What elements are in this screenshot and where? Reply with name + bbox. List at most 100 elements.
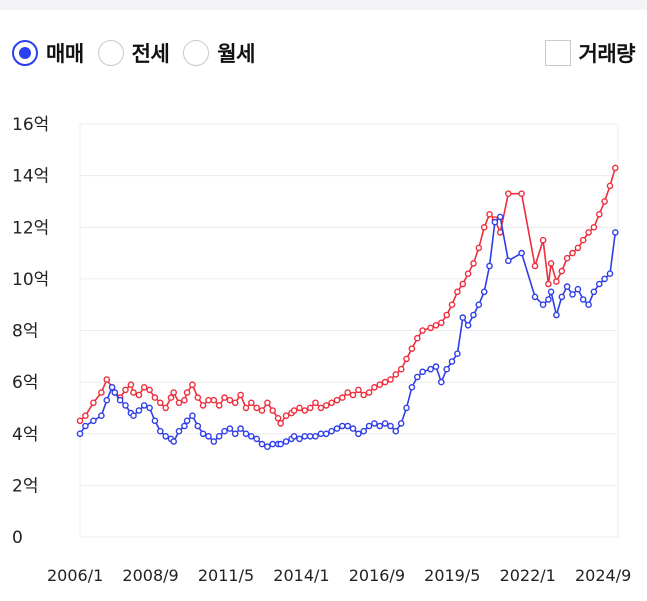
radio-sale-label: 매매: [46, 42, 84, 66]
y-tick-label: 10억: [12, 270, 49, 290]
data-point-sale: [365, 389, 373, 396]
data-point-sale: [349, 391, 357, 399]
data-point-jeonse: [563, 283, 571, 290]
x-tick-label: 2022/1: [500, 566, 556, 585]
data-point-jeonse: [437, 378, 445, 386]
data-point-sale: [175, 399, 183, 407]
radio-monthly-rent[interactable]: 월세: [183, 38, 255, 68]
data-point-sale: [360, 391, 368, 399]
data-point-jeonse: [130, 412, 137, 420]
data-point-jeonse: [210, 438, 218, 445]
data-point-jeonse: [590, 288, 598, 296]
data-point-sale: [454, 288, 461, 296]
data-point-sale: [140, 383, 148, 391]
data-point-sale: [215, 402, 223, 409]
data-point-jeonse: [491, 218, 499, 226]
volume-checkbox[interactable]: 거래량: [544, 38, 636, 68]
data-point-jeonse: [221, 427, 228, 435]
data-point-sale: [274, 414, 282, 422]
data-point-jeonse: [111, 389, 119, 396]
data-point-sale: [328, 399, 335, 407]
radio-monthly-rent-circle[interactable]: [183, 40, 210, 66]
radio-jeonse-circle[interactable]: [97, 40, 124, 66]
data-point-jeonse: [162, 432, 169, 440]
data-point-jeonse: [443, 365, 451, 373]
chart-grid: [79, 123, 619, 538]
data-point-sale: [258, 407, 266, 414]
data-point-jeonse: [470, 311, 477, 319]
data-point-jeonse: [116, 396, 124, 404]
data-point-jeonse: [553, 311, 560, 319]
data-point-jeonse: [76, 430, 84, 438]
data-point-sale: [371, 383, 378, 391]
data-point-sale: [290, 407, 298, 414]
radio-sale[interactable]: 매매: [12, 38, 84, 68]
data-point-jeonse: [454, 350, 461, 358]
data-point-sale: [413, 334, 421, 342]
y-tick-label: 16억: [12, 115, 49, 135]
data-point-sale: [427, 324, 434, 332]
data-point-jeonse: [146, 404, 153, 412]
data-point-jeonse: [518, 249, 525, 257]
data-point-jeonse: [539, 301, 547, 308]
data-point-jeonse: [189, 412, 196, 420]
data-point-sale: [226, 396, 234, 404]
data-point-sale: [569, 249, 576, 257]
data-point-jeonse: [156, 427, 164, 435]
data-point-jeonse: [215, 432, 223, 440]
data-point-jeonse: [579, 296, 587, 303]
data-point-sale: [247, 399, 255, 407]
data-point-jeonse: [355, 430, 362, 438]
data-point-jeonse: [338, 422, 346, 430]
data-point-jeonse: [475, 301, 483, 308]
data-point-jeonse: [317, 430, 325, 438]
data-point-jeonse: [103, 396, 111, 404]
data-point-jeonse: [427, 365, 434, 373]
radio-sale-circle[interactable]: [12, 40, 38, 66]
data-point-sale: [480, 223, 488, 231]
x-axis-ticks: 2006/1 2008/9 2011/5 2014/1 2016/9 2019/5 2022…: [47, 566, 631, 585]
data-point-sale: [547, 260, 555, 267]
deal-type-radio-group: 매매 전세 월세: [12, 38, 269, 68]
data-point-sale: [167, 394, 175, 401]
data-point-sale: [579, 236, 587, 244]
chart-series: [76, 164, 619, 451]
data-point-jeonse: [199, 430, 207, 438]
data-point-sale: [338, 394, 346, 401]
radio-jeonse-label: 전세: [131, 42, 170, 66]
data-point-sale: [574, 244, 582, 252]
y-axis-ticks: 0 2억 4억 6억 8억 10억 12억 14억 16억: [12, 115, 49, 548]
data-point-sale: [282, 412, 290, 420]
data-point-jeonse: [381, 420, 389, 427]
data-point-sale: [322, 402, 330, 409]
data-point-jeonse: [448, 358, 456, 365]
data-point-sale: [606, 182, 614, 190]
data-point-sale: [183, 389, 191, 396]
data-point-sale: [103, 376, 111, 383]
data-point-sale: [558, 267, 566, 275]
data-point-sale: [381, 378, 389, 386]
radio-jeonse[interactable]: 전세: [97, 38, 170, 68]
data-point-jeonse: [612, 229, 619, 236]
data-point-jeonse: [90, 417, 97, 425]
data-point-sale: [443, 311, 451, 319]
data-point-jeonse: [258, 440, 266, 448]
data-point-sale: [355, 386, 362, 394]
x-tick-label: 2006/1: [47, 566, 103, 585]
data-point-jeonse: [596, 280, 603, 288]
data-point-sale: [317, 404, 325, 412]
data-point-jeonse: [333, 425, 341, 432]
volume-checkbox-box[interactable]: [544, 40, 571, 66]
x-tick-label: 2016/9: [349, 566, 405, 585]
data-point-jeonse: [140, 402, 148, 409]
data-point-sale: [531, 262, 539, 270]
data-point-jeonse: [328, 427, 335, 435]
data-point-jeonse: [387, 422, 394, 430]
data-point-jeonse: [371, 420, 378, 427]
data-point-jeonse: [322, 430, 330, 438]
data-point-jeonse: [349, 425, 357, 432]
data-point-sale: [210, 396, 218, 404]
data-point-sale: [408, 345, 416, 352]
data-point-sale: [590, 223, 598, 231]
series-jeonse: [76, 213, 619, 451]
